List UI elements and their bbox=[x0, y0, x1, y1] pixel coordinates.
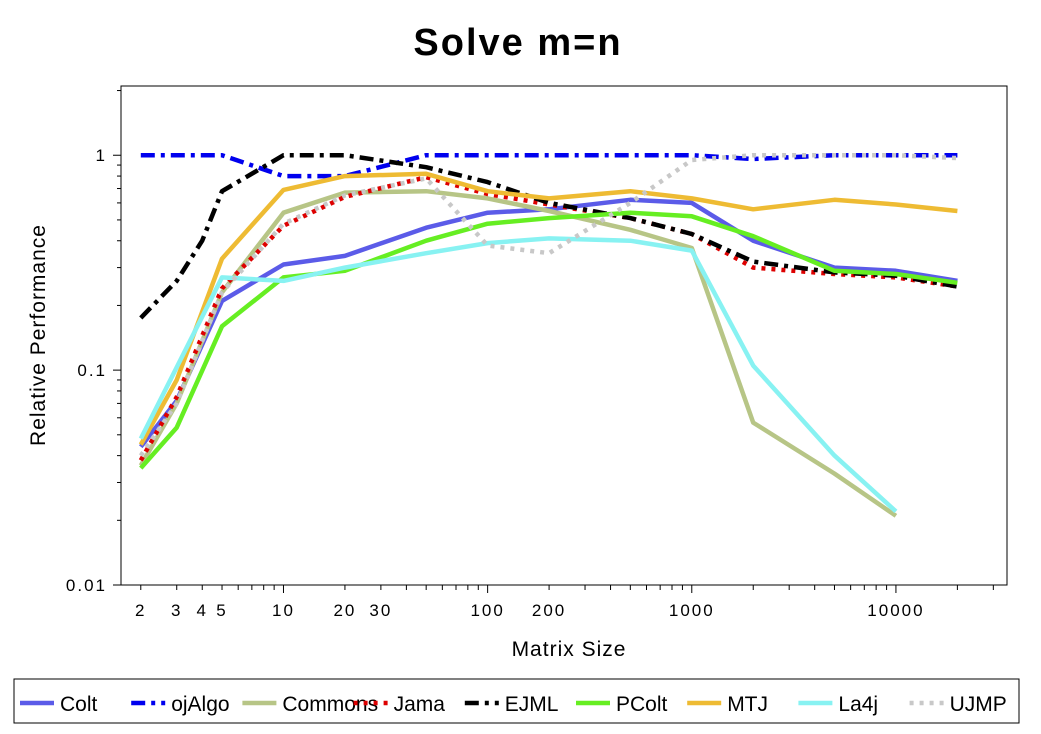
x-tick-label: 10000 bbox=[867, 601, 924, 620]
legend: Colt ojAlgo Commons Jama EJML PColt MTJ La4j UJM… bbox=[20, 693, 1007, 716]
legend-label-pcolt: PColt bbox=[616, 693, 668, 716]
series-line-la4j bbox=[138, 236, 898, 514]
legend-frame bbox=[13, 678, 1020, 724]
y-tick-label: 0.01 bbox=[66, 576, 107, 595]
x-tick-label: 20 bbox=[333, 601, 356, 620]
x-axis-label: Matrix Size bbox=[512, 638, 627, 661]
x-tick-label: 4 bbox=[197, 601, 208, 620]
x-tick-label: 10 bbox=[272, 601, 295, 620]
legend-label-mtj: MTJ bbox=[727, 693, 768, 716]
series-line-ojalgo bbox=[140, 152, 958, 179]
legend-label-commons: Commons bbox=[282, 693, 378, 716]
series-layer bbox=[138, 152, 958, 518]
x-tick-label: 100 bbox=[470, 601, 504, 620]
y-axis-label: Relative Performance bbox=[27, 224, 50, 446]
legend-label-la4j: La4j bbox=[838, 693, 878, 716]
x-tick-label: 30 bbox=[369, 601, 392, 620]
legend-label-colt: Colt bbox=[60, 693, 98, 716]
x-axis: 2 3 4 5 10 20 30 100 200 1000 10000 bbox=[135, 585, 994, 620]
series-line-pcolt bbox=[139, 210, 958, 470]
x-tick-label: 1000 bbox=[669, 601, 715, 620]
x-tick-label: 200 bbox=[532, 601, 566, 620]
x-tick-label: 2 bbox=[135, 601, 146, 620]
legend-label-ejml: EJML bbox=[505, 693, 559, 716]
y-tick-label: 1 bbox=[96, 146, 107, 165]
y-tick-label: 0.1 bbox=[77, 361, 107, 380]
legend-label-ujmp: UJMP bbox=[950, 693, 1007, 716]
plot-frame bbox=[120, 85, 1008, 586]
legend-label-ojalgo: ojAlgo bbox=[171, 693, 229, 716]
chart-title: Solve m=n bbox=[413, 22, 622, 64]
x-tick-label: 5 bbox=[216, 601, 227, 620]
series-line-mtj bbox=[138, 171, 958, 446]
x-tick-label: 3 bbox=[171, 601, 182, 620]
y-axis: 0.01 0.1 1 bbox=[66, 90, 121, 595]
legend-label-jama: Jama bbox=[394, 693, 446, 716]
series-line-ejml bbox=[139, 152, 958, 320]
